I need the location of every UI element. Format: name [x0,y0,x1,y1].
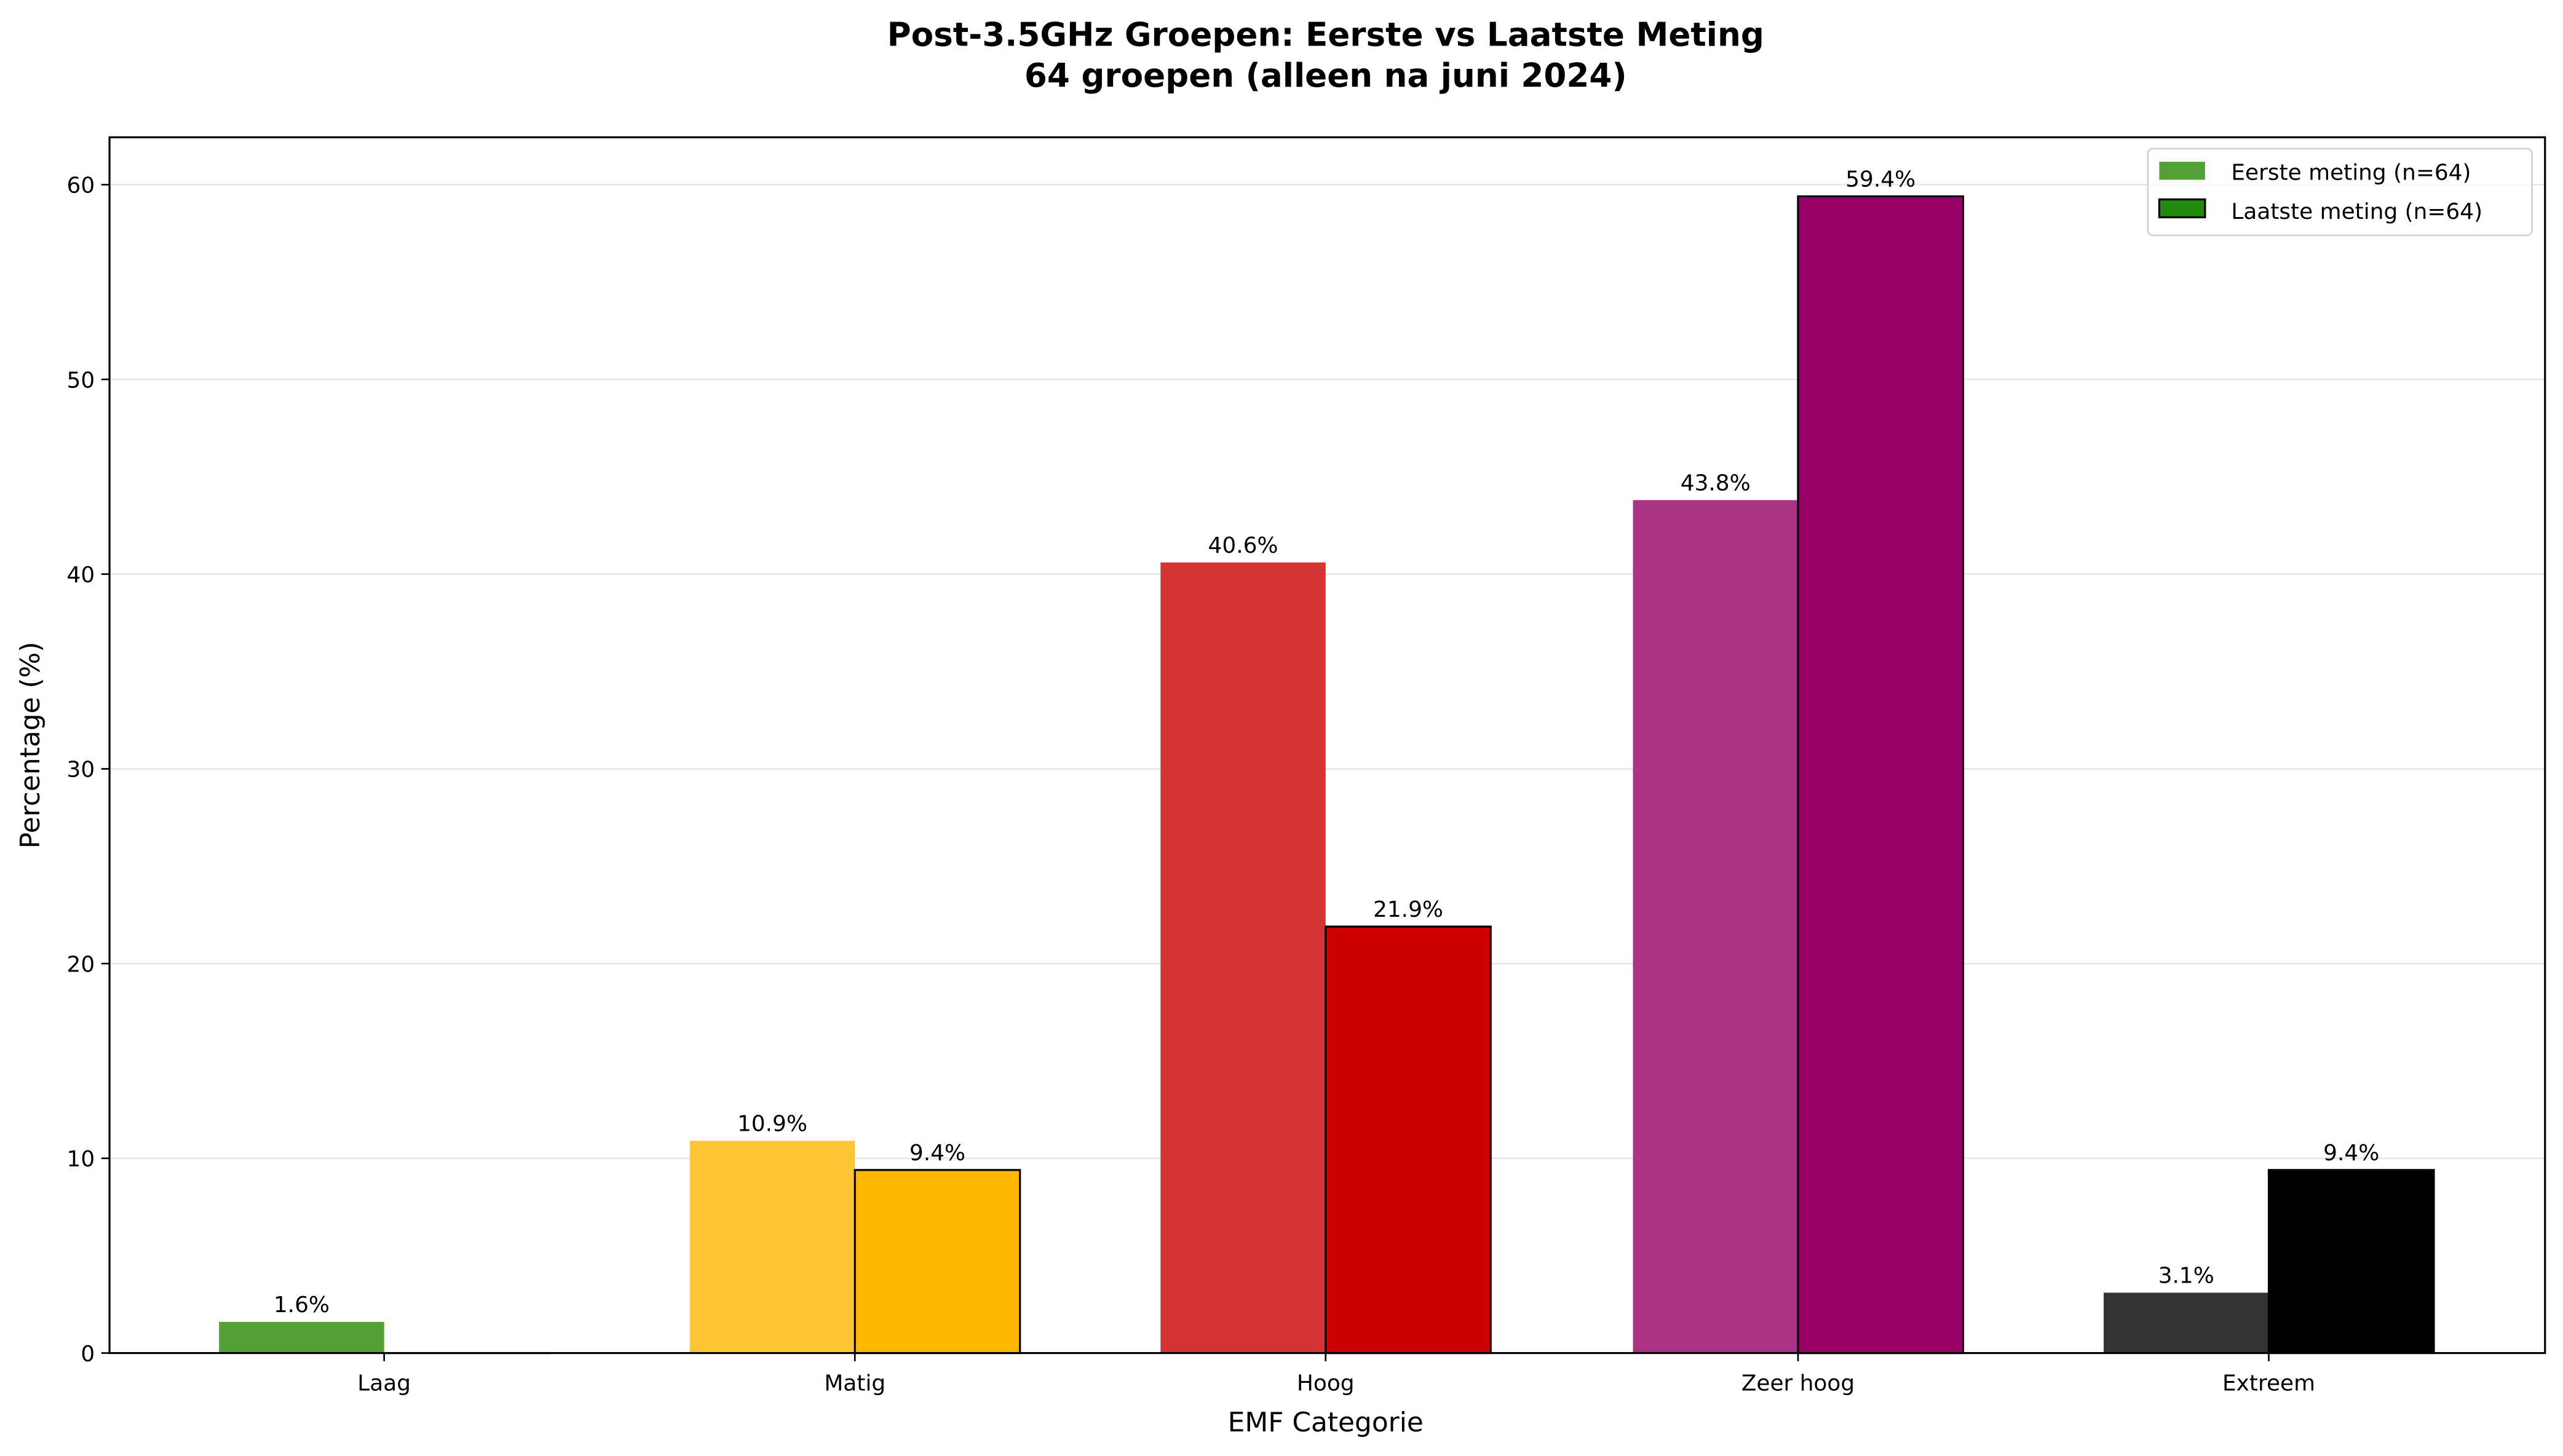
bar-value-label: 40.6% [1208,533,1278,558]
y-tick-label: 60 [67,173,95,199]
x-tick-label: Zeer hoog [1741,1371,1855,1396]
chart-subtitle: 64 groepen (alleen na juni 2024) [1024,57,1627,95]
bar-value-label: 43.8% [1681,470,1751,496]
x-axis-label: EMF Categorie [1228,1407,1424,1438]
bar-value-label: 21.9% [1373,897,1443,922]
chart-title: Post-3.5GHz Groepen: Eerste vs Laatste M… [887,15,1764,53]
y-tick-label: 50 [67,368,95,393]
x-tick-label: Extreem [2222,1371,2315,1396]
bar-eerste-zeer-hoog [1633,500,1798,1353]
bar-eerste-extreem [2104,1292,2269,1353]
bar-value-label: 3.1% [2158,1263,2214,1288]
bar-value-label: 59.4% [1845,167,1915,192]
y-axis: 0 10 20 30 40 50 60 [67,173,110,1367]
x-tick-label: Hoog [1297,1371,1355,1396]
bar-eerste-hoog [1160,562,1326,1353]
plot-area-frame [108,136,2546,1355]
legend-swatch-laatste [2158,198,2206,219]
y-tick-label: 0 [81,1342,95,1367]
bar-laatste-hoog [1325,925,1492,1355]
legend: Eerste meting (n=64) Laatste meting (n=6… [2147,148,2533,237]
chart-title-group: Post-3.5GHz Groepen: Eerste vs Laatste M… [887,15,1764,94]
legend-label-eerste: Eerste meting (n=64) [2231,160,2471,185]
bar-eerste-laag [219,1321,384,1353]
y-tick-label: 30 [67,758,95,783]
y-tick-label: 20 [67,952,95,977]
bar-laatste-matig [854,1169,1021,1355]
y-tick-label: 40 [67,563,95,588]
bar-laatste-zeer-hoog [1797,195,1965,1355]
y-tick-label: 10 [67,1147,95,1172]
y-axis-label: Percentage (%) [15,642,46,849]
x-axis: Laag Matig Hoog Zeer hoog Extreem [357,1353,2315,1396]
bars [219,195,2435,1355]
bar-value-label: 10.9% [737,1111,807,1136]
legend-frame [2147,148,2533,237]
x-tick-label: Laag [357,1371,411,1396]
bar-eerste-matig [689,1141,855,1353]
legend-swatch-eerste [2159,162,2205,180]
legend-label-laatste: Laatste meting (n=64) [2231,199,2482,224]
bar-value-label: 9.4% [909,1141,965,1166]
bar-value-labels: 1.6% 10.9% 9.4% 40.6% 21.9% 43.8% 59.4% 3.1% 9.4… [274,167,2380,1318]
bar-value-label: 1.6% [274,1292,330,1318]
bar-laatste-extreem [2267,1169,2435,1355]
bar-value-label: 9.4% [2323,1141,2379,1166]
x-tick-label: Matig [824,1371,885,1396]
